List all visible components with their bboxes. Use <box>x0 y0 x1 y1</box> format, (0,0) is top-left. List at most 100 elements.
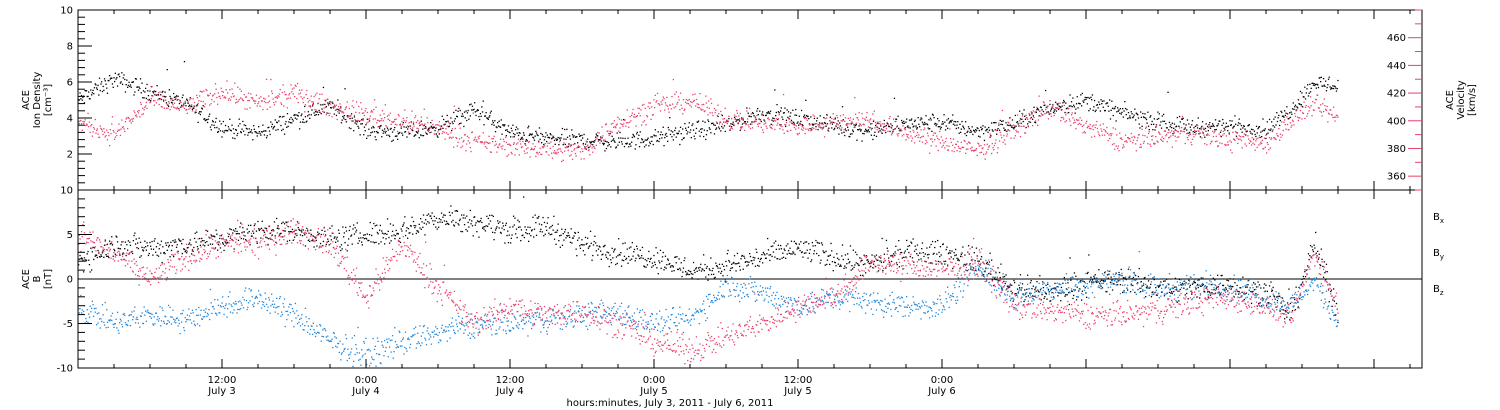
velocity-point <box>422 124 424 126</box>
velocity-point <box>494 144 496 147</box>
bbx-point <box>510 237 512 239</box>
bbx-point <box>337 240 339 242</box>
bbx-point <box>136 247 138 249</box>
velocity-point <box>453 146 455 148</box>
bbx-point <box>763 253 765 255</box>
velocity-point <box>957 140 959 143</box>
velocity-point <box>677 96 680 98</box>
velocity-point <box>623 119 626 121</box>
bbx-point <box>607 252 610 254</box>
bbx-point <box>605 254 607 256</box>
velocity-point <box>549 147 551 149</box>
velocity-point <box>376 122 378 124</box>
velocity-point <box>1120 137 1122 139</box>
density-point <box>569 138 572 140</box>
bbx-point <box>623 259 625 262</box>
bbx-point <box>653 254 655 257</box>
bbx-point <box>239 226 241 228</box>
velocity-point <box>129 119 132 121</box>
velocity-point <box>987 148 989 150</box>
velocity-point <box>789 121 791 123</box>
bbx-point <box>865 272 867 274</box>
density-point <box>186 98 188 100</box>
density-point <box>498 120 500 122</box>
density-point <box>642 141 644 144</box>
density-point <box>103 89 105 91</box>
velocity-point <box>504 148 506 151</box>
density-point <box>692 129 695 131</box>
bbx-point <box>214 247 217 249</box>
bbx-point <box>841 255 843 257</box>
velocity-point <box>1070 124 1072 127</box>
bbx-point <box>949 250 951 252</box>
density-point <box>549 133 551 135</box>
bbx-point <box>538 223 541 225</box>
density-point <box>296 118 298 120</box>
bbx-point <box>555 243 557 245</box>
density-point <box>511 130 513 132</box>
velocity-point <box>592 146 595 148</box>
bbx-point <box>288 231 290 233</box>
density-point <box>1279 119 1281 122</box>
velocity-point <box>1096 127 1099 130</box>
density-point <box>386 134 388 136</box>
density-point <box>976 127 978 129</box>
density-point <box>244 134 246 136</box>
density-point <box>265 137 268 139</box>
bbx-point <box>220 235 222 237</box>
density-point <box>903 120 905 123</box>
bbx-point <box>991 279 993 281</box>
velocity-point <box>708 100 710 102</box>
bbx-point <box>84 259 86 261</box>
velocity-point <box>1113 143 1115 145</box>
density-point <box>145 87 147 89</box>
bbx-point <box>616 262 618 265</box>
velocity-point <box>1334 120 1336 122</box>
bbx-point <box>1124 278 1127 280</box>
bbx-point <box>325 234 327 236</box>
density-point <box>409 125 412 127</box>
bbx-point <box>577 239 579 241</box>
bbx-point <box>872 267 874 269</box>
bbx-point <box>1134 291 1136 294</box>
bbx-point <box>809 248 811 251</box>
density-point <box>242 120 244 123</box>
density-point <box>875 124 877 127</box>
bbx-point <box>139 256 141 258</box>
density-point <box>455 109 457 111</box>
velocity-point <box>544 143 546 145</box>
bbx-point <box>188 242 191 244</box>
density-point <box>522 138 524 140</box>
bbx-point <box>223 249 225 252</box>
velocity-point <box>116 130 119 132</box>
velocity-point <box>1049 100 1051 102</box>
density-point <box>920 117 922 119</box>
bbx-point <box>1154 291 1156 294</box>
density-point <box>678 130 680 132</box>
velocity-point <box>381 118 383 120</box>
velocity-point <box>964 140 966 142</box>
density-point <box>1261 130 1263 132</box>
velocity-point <box>170 99 172 101</box>
bbx-point <box>908 251 910 254</box>
velocity-point <box>906 133 908 136</box>
velocity-point <box>1322 103 1324 105</box>
velocity-point <box>1167 132 1169 134</box>
bbx-point <box>813 253 815 255</box>
bbx-point <box>675 262 677 264</box>
density-point <box>867 130 869 132</box>
bbx-point <box>479 221 481 223</box>
density-point <box>1036 108 1038 111</box>
velocity-point <box>228 97 230 100</box>
bbx-point <box>493 239 495 241</box>
density-point <box>263 130 265 132</box>
bbx-point <box>387 230 389 232</box>
velocity-point <box>717 104 719 106</box>
velocity-point <box>708 107 710 109</box>
velocity-point <box>444 138 446 140</box>
velocity-point <box>535 155 537 157</box>
velocity-point <box>145 101 147 104</box>
bbx-point <box>175 241 177 243</box>
density-point <box>90 89 92 91</box>
density-point <box>1083 99 1086 101</box>
